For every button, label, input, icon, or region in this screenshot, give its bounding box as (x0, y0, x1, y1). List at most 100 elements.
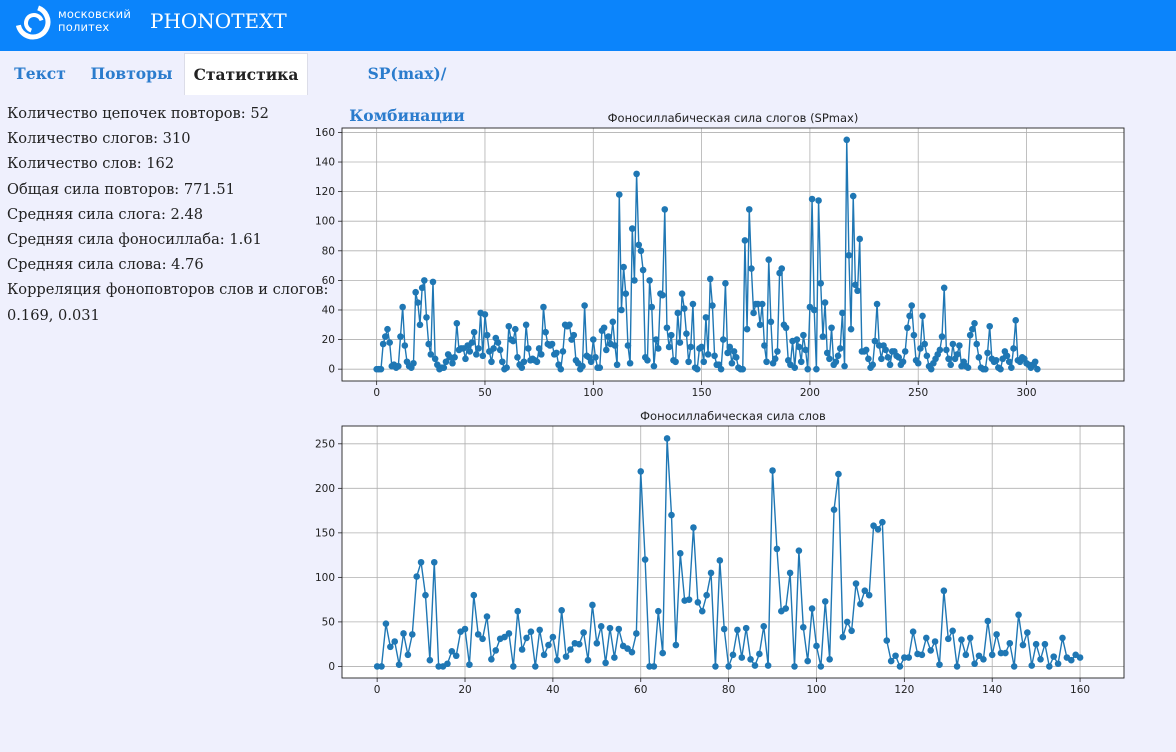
x-tick-label: 80 (722, 684, 735, 696)
y-tick-label: 0 (328, 364, 335, 376)
data-point (646, 277, 653, 284)
tab-repeats[interactable]: Повторы (90, 64, 173, 83)
data-point (738, 654, 746, 661)
tab-bar: Текст Повторы Статистика SP(max)/Комбина… (0, 51, 1176, 125)
data-point (496, 346, 504, 354)
tab-statistics[interactable]: Статистика (184, 53, 308, 95)
data-point (839, 633, 847, 641)
data-point (395, 661, 403, 668)
data-point (444, 660, 451, 668)
data-point (589, 336, 597, 343)
plot-frame (341, 425, 1125, 679)
data-point (905, 654, 913, 661)
data-point (655, 607, 662, 615)
data-point (587, 358, 595, 366)
data-point (570, 331, 578, 339)
x-tick-label: 250 (908, 387, 928, 398)
data-point (756, 650, 763, 658)
data-point (980, 656, 987, 663)
data-point (628, 648, 636, 656)
y-tick-label: 100 (315, 572, 335, 584)
data-point (848, 627, 855, 635)
y-tick-label: 150 (315, 527, 335, 539)
data-point (395, 362, 402, 370)
data-point (883, 637, 891, 644)
data-point (944, 635, 952, 643)
data-point (919, 312, 926, 320)
data-point (813, 365, 820, 373)
data-point (537, 351, 545, 358)
stat-correlation-values: 0.169, 0.031 (7, 306, 100, 324)
data-point (751, 662, 759, 669)
data-point (426, 656, 434, 664)
data-point (536, 626, 543, 634)
data-point (728, 359, 736, 367)
data-point (843, 618, 851, 626)
tab-text[interactable]: Текст (14, 64, 66, 83)
data-point (678, 290, 686, 298)
data-point (540, 651, 548, 659)
data-point (448, 647, 456, 655)
data-point (909, 628, 917, 635)
data-point (707, 569, 715, 577)
data-point (672, 641, 680, 649)
tab-spmax-combinations[interactable]: SP(max)/Комбинации (349, 64, 465, 125)
data-point (949, 627, 956, 635)
data-point (732, 354, 740, 361)
data-point (698, 607, 706, 615)
stat-correlation-label: Корреляция фоноповторов слов и слогов: (7, 281, 329, 299)
plot-frame (341, 127, 1125, 382)
data-point (1019, 641, 1027, 649)
data-point (559, 348, 567, 355)
data-point (490, 345, 497, 352)
data-point (748, 265, 755, 272)
data-point (975, 354, 983, 361)
data-point (947, 361, 954, 369)
data-point (600, 324, 608, 332)
data-point (940, 587, 948, 595)
data-point (690, 524, 697, 531)
data-point (917, 345, 924, 352)
data-point (667, 331, 675, 339)
data-point (606, 624, 614, 632)
data-point (1012, 317, 1019, 324)
data-point (817, 280, 825, 287)
data-point (874, 525, 882, 533)
data-point (984, 349, 991, 357)
data-point (520, 358, 528, 366)
data-point (488, 358, 495, 366)
data-point (884, 354, 892, 361)
mospolytech-logo-icon[interactable] (15, 4, 51, 40)
data-point (430, 558, 438, 566)
data-point (698, 343, 705, 351)
data-point (557, 365, 565, 373)
data-point (813, 642, 820, 650)
data-point (756, 321, 764, 329)
y-tick-label: 100 (315, 216, 335, 228)
data-point (668, 511, 675, 519)
data-point (750, 309, 757, 317)
data-point (709, 302, 716, 309)
data-point (869, 361, 877, 369)
data-point (826, 355, 833, 363)
x-tick-label: 300 (1016, 387, 1036, 398)
data-point (786, 569, 794, 577)
data-point (871, 337, 879, 345)
data-point (470, 591, 478, 599)
data-point (791, 663, 798, 670)
data-point (505, 322, 513, 330)
data-point (821, 598, 829, 605)
data-point (558, 607, 565, 614)
data-point (694, 599, 702, 606)
data-point (966, 634, 974, 642)
data-point (971, 320, 978, 327)
data-point (1076, 654, 1084, 661)
data-point (391, 638, 399, 645)
data-point (726, 343, 734, 351)
logo-text[interactable]: московский политех (58, 8, 131, 34)
data-point (923, 634, 930, 642)
data-point (644, 356, 651, 364)
data-point (499, 358, 506, 366)
data-point (382, 333, 389, 340)
y-tick-label: 200 (315, 483, 335, 495)
